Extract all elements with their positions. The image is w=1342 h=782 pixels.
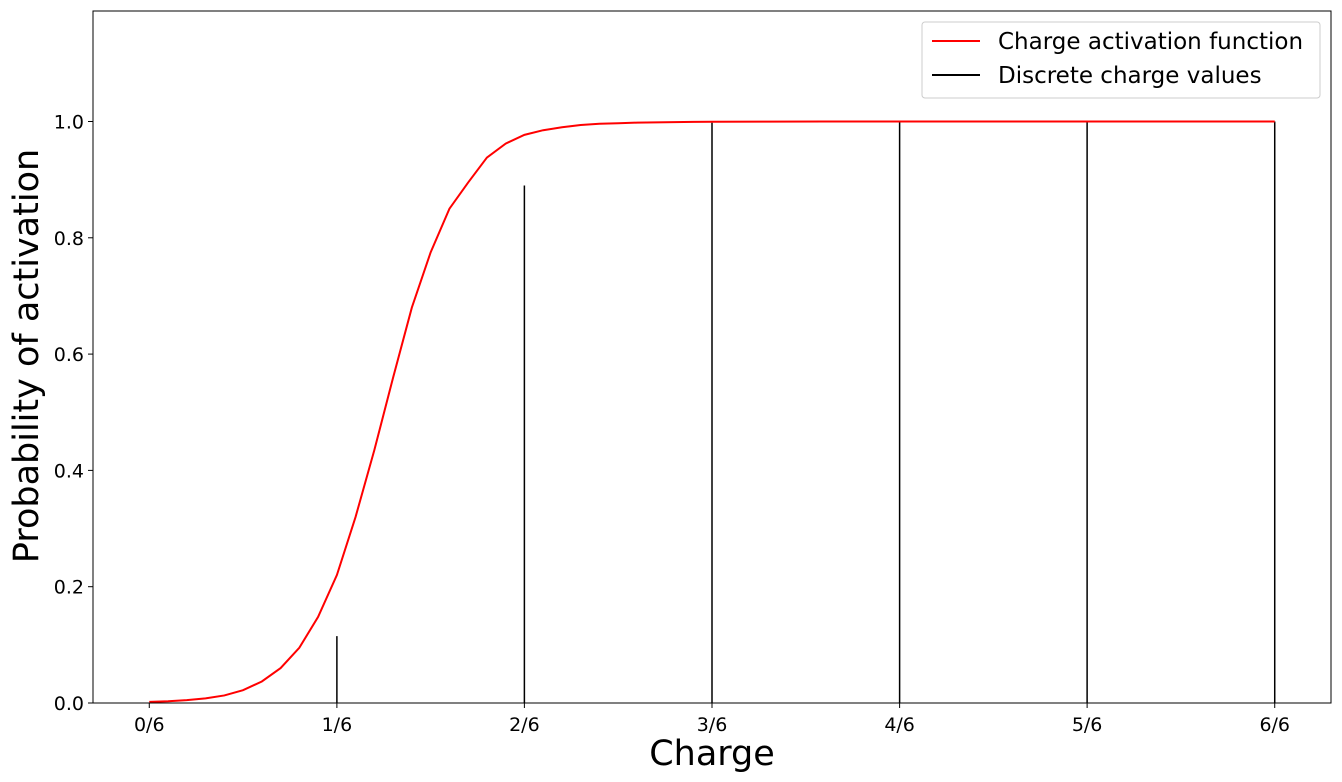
- activation-curve: [149, 120, 1275, 703]
- x-tick-label: 0/6: [134, 714, 165, 736]
- y-tick-label: 1.0: [54, 111, 84, 133]
- legend-box: [921, 21, 1321, 99]
- x-tick-label: 1/6: [322, 714, 353, 736]
- x-axis-title: Charge: [649, 734, 775, 774]
- y-tick-label: 0.2: [54, 577, 84, 599]
- y-axis-ticks: 0.0 0.2 0.4 0.6 0.8 1.0: [54, 111, 93, 715]
- y-axis-title: Probability of activation: [7, 149, 47, 563]
- y-tick-label: 0.6: [54, 344, 84, 366]
- y-tick-label: 0.8: [54, 228, 84, 250]
- x-axis-ticks: 0/6 1/6 2/6 3/6 4/6 5/6 6/6: [134, 703, 1290, 736]
- y-tick-label: 0.0: [54, 693, 84, 715]
- x-tick-label: 6/6: [1259, 714, 1290, 736]
- legend-label-activation: Charge activation function: [998, 29, 1303, 55]
- legend: Charge activation function Discrete char…: [921, 21, 1321, 99]
- x-tick-label: 5/6: [1072, 714, 1103, 736]
- y-tick-label: 0.4: [54, 460, 84, 482]
- legend-label-discrete: Discrete charge values: [998, 63, 1262, 89]
- discrete-stems-layer: [336, 121, 1276, 703]
- x-tick-label: 4/6: [884, 714, 915, 736]
- x-tick-label: 3/6: [697, 714, 728, 736]
- x-tick-label: 2/6: [509, 714, 540, 736]
